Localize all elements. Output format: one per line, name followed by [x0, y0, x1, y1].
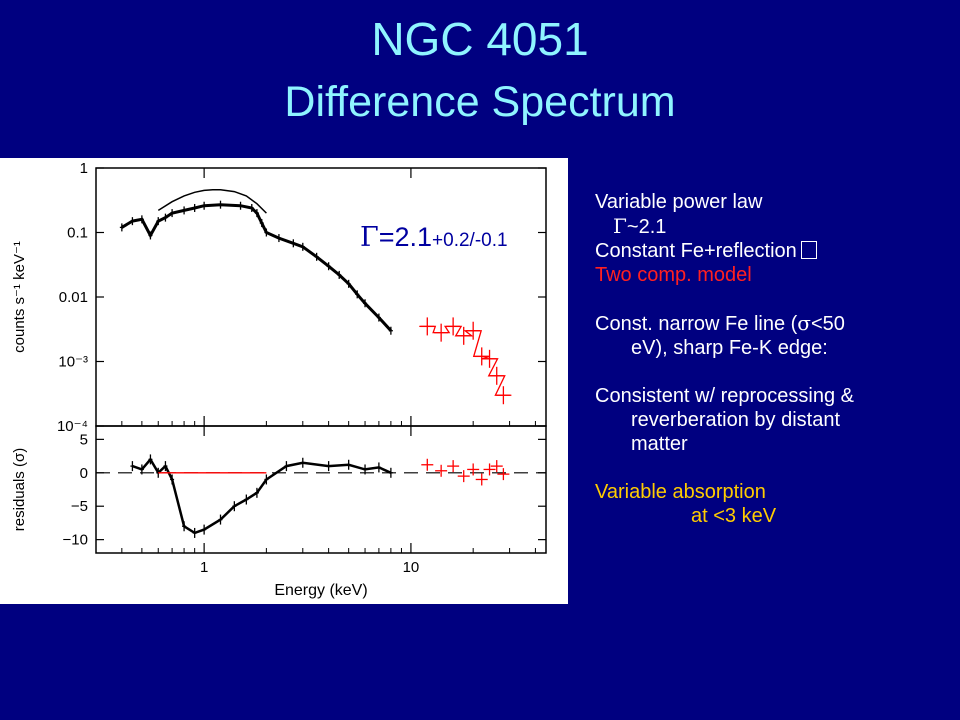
note-matter: matter — [631, 433, 688, 455]
top-y-axis-label: counts s⁻¹ keV⁻¹ — [11, 241, 28, 353]
red-model-steps — [419, 325, 512, 396]
difference-spectrum-figure: 1 0.1 0.01 10⁻³ 10⁻⁴ 5 0 −5 −10 1 10 Energy (keV) co… — [0, 158, 568, 604]
spacer — [595, 287, 960, 311]
top-ytick-label: 10⁻³ — [58, 354, 88, 371]
top-ytick-label: 0.1 — [67, 225, 88, 242]
residual-band — [131, 457, 392, 535]
spacer — [595, 360, 960, 384]
bottom-ytick-label: −5 — [71, 498, 88, 515]
note-narrow-fe-text-b: <50 — [810, 313, 845, 335]
spacer — [595, 456, 960, 480]
note-constant-fe: Constant Fe+reflection — [595, 239, 960, 263]
gamma-error: +0.2/-0.1 — [432, 230, 508, 251]
top-ytick-label: 1 — [80, 160, 88, 177]
x-axis-label: Energy (keV) — [274, 582, 367, 599]
slide-title: NGC 4051 — [371, 13, 589, 65]
top-ytick-label: 10⁻⁴ — [57, 418, 88, 435]
bottom-ytick-label: 0 — [80, 465, 88, 482]
note-variable-absorption: Variable absorption — [595, 481, 766, 503]
gamma-symbol: Γ — [360, 222, 379, 253]
model-curve — [157, 189, 267, 214]
slide-subtitle: Difference Spectrum — [284, 78, 676, 126]
bottom-ytick-label: 5 — [80, 431, 88, 448]
sigma-symbol: σ — [797, 311, 811, 335]
note-variable-power-law: Variable power law — [595, 191, 763, 213]
note-two-comp-model: Two comp. model — [595, 264, 752, 286]
note-narrow-fe-text-a: Const. narrow Fe line ( — [595, 313, 798, 335]
note-reverberation: reverberation by distant — [631, 409, 841, 431]
xtick-label: 1 — [200, 559, 208, 576]
note-gamma: Γ~2.1 — [595, 214, 960, 239]
note-gamma-value: ~2.1 — [626, 216, 667, 238]
xtick-label: 10 — [403, 559, 420, 576]
note-below-3kev: at <3 keV — [691, 505, 777, 527]
bottom-ytick-label: −10 — [63, 532, 88, 549]
box-glyph-icon — [800, 241, 817, 259]
data-band — [121, 203, 393, 332]
bottom-panel-frame — [95, 425, 547, 554]
note-narrow-fe-line: Const. narrow Fe line (σ<50 — [595, 311, 960, 336]
photon-index-label: Γ=2.1+0.2/-0.1 — [360, 222, 508, 253]
spectrum-chart: 1 0.1 0.01 10⁻³ 10⁻⁴5 0 −5 −10 1 10 Energy (keV) co… — [11, 160, 547, 599]
note-constant-fe-text: Constant Fe+reflection — [595, 240, 797, 262]
note-fe-k-edge: eV), sharp Fe-K edge: — [631, 337, 828, 359]
notes-panel: Variable power law Γ~2.1 Constant Fe+ref… — [595, 190, 960, 528]
gamma-value: =2.1 — [378, 222, 433, 252]
note-consistent: Consistent w/ reprocessing & — [595, 385, 855, 407]
bottom-y-axis-label: residuals (σ) — [11, 448, 28, 531]
top-ytick-label: 0.01 — [59, 289, 88, 306]
note-gamma-symbol: Γ — [613, 214, 627, 238]
